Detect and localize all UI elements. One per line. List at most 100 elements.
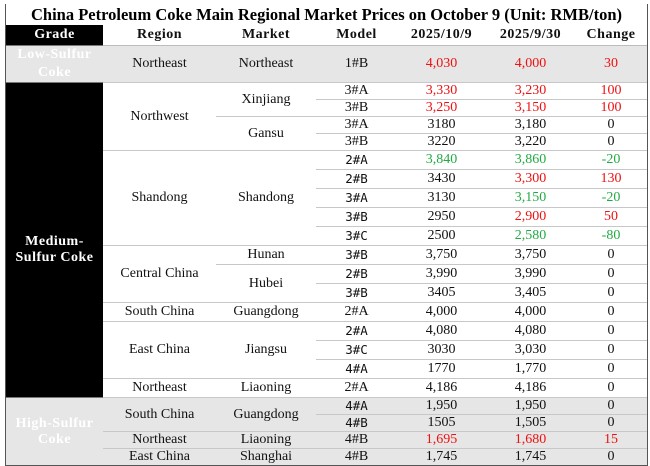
table-title: China Petroleum Coke Main Regional Marke…	[30, 5, 623, 24]
table-row: 2#B 3430 3,300 130	[6, 169, 647, 189]
price-now-cell: 3,990	[397, 264, 486, 284]
region-cell: South China	[103, 397, 216, 432]
price-prev-cell: 4,000	[486, 302, 575, 322]
price-now-cell: 3405	[397, 283, 486, 303]
table-row: Low-Sulfur Coke Northeast Northeast 1#B …	[6, 45, 647, 83]
table-row: 3#B 3,250 3,150 100	[6, 99, 647, 117]
header-change: Change	[586, 27, 636, 42]
model-cell: 4#B	[316, 414, 397, 432]
market-cell: Xinjiang	[216, 82, 316, 117]
change-cell: 0	[575, 448, 647, 465]
model-cell: 4#A	[316, 359, 397, 379]
price-now-cell: 4,000	[397, 302, 486, 322]
table-row: Central China Hunan 3#B 3,750 3,750 0	[6, 245, 647, 303]
price-now-cell: 2950	[397, 207, 486, 227]
region-cell: East China	[103, 448, 216, 465]
table-row: 3#B 3405 3,405 0	[6, 283, 647, 303]
change-cell: 0	[575, 378, 647, 398]
header-grade: Grade	[6, 25, 103, 46]
model-cell: 3#B	[316, 283, 397, 303]
change-cell: 0	[575, 340, 647, 360]
price-prev-cell: 3,405	[486, 283, 575, 303]
model-cell: 2#A	[316, 378, 397, 398]
market-cell: Shanghai	[216, 448, 316, 465]
header-region: Region	[137, 27, 182, 42]
table-row: Hubei 2#B 3,990 3,990 0	[6, 264, 647, 303]
price-now-cell: 1,695	[397, 431, 486, 449]
price-prev-cell: 1,505	[486, 414, 575, 432]
market-cell: Northeast	[216, 45, 316, 83]
table-row: 4#B 1505 1,505 0	[6, 414, 647, 432]
table-row: 3#C 3030 3,030 0	[6, 340, 647, 360]
price-prev-cell: 4,080	[486, 321, 575, 341]
region-cell: Northeast	[103, 45, 216, 83]
model-cell: 2#A	[316, 302, 397, 322]
price-prev-cell: 3,300	[486, 169, 575, 189]
region-cell: Central China	[103, 245, 216, 303]
change-cell: 15	[575, 431, 647, 449]
price-now-cell: 4,186	[397, 378, 486, 398]
price-now-cell: 1770	[397, 359, 486, 379]
change-cell: 0	[575, 116, 647, 134]
price-now-cell: 3220	[397, 133, 486, 151]
table-row: Northeast Liaoning 4#B 1,695 1,680 15	[6, 431, 647, 449]
price-prev-cell: 4,000	[486, 45, 575, 83]
price-now-cell: 1,745	[397, 448, 486, 465]
market-cell: Liaoning	[216, 378, 316, 398]
price-prev-cell: 3,030	[486, 340, 575, 360]
market-cell: Shandong	[216, 150, 316, 246]
market-cell: Hunan	[216, 245, 316, 265]
header-market: Market	[241, 27, 291, 42]
market-cell: Gansu	[216, 116, 316, 151]
price-prev-cell: 1,950	[486, 397, 575, 415]
price-now-cell: 3,330	[397, 82, 486, 100]
change-cell: 50	[575, 207, 647, 227]
price-now-cell: 3430	[397, 169, 486, 189]
price-table-container: China Petroleum Coke Main Regional Marke…	[5, 4, 648, 466]
price-now-cell: 1,950	[397, 397, 486, 415]
model-cell: 3#C	[316, 226, 397, 246]
model-cell: 4#B	[316, 448, 397, 465]
price-prev-cell: 3,150	[486, 99, 575, 117]
price-prev-cell: 3,180	[486, 116, 575, 134]
region-cell: East China	[103, 321, 216, 379]
change-cell: 0	[575, 264, 647, 284]
header-model: Model	[336, 27, 377, 42]
change-cell: 0	[575, 321, 647, 341]
change-cell: 130	[575, 169, 647, 189]
region-cell: Shandong	[103, 150, 216, 246]
model-cell: 3#B	[316, 99, 397, 117]
price-now-cell: 1505	[397, 414, 486, 432]
region-cell: South China	[103, 302, 216, 322]
table-row: East China Jiangsu 2#A 4,080 4,080 0	[6, 321, 647, 379]
market-cell: Hubei	[216, 264, 316, 303]
model-cell: 3#B	[316, 133, 397, 151]
price-now-cell: 3,250	[397, 99, 486, 117]
table-row: 3#C 2500 2,580 -80	[6, 226, 647, 246]
model-cell: 2#A	[316, 321, 397, 341]
price-prev-cell: 3,150	[486, 188, 575, 208]
change-cell: 0	[575, 397, 647, 415]
model-cell: 1#B	[316, 45, 397, 83]
price-now-cell: 4,080	[397, 321, 486, 341]
price-now-cell: 3130	[397, 188, 486, 208]
market-cell: Jiangsu	[216, 321, 316, 379]
model-cell: 4#B	[316, 431, 397, 449]
change-cell: 0	[575, 283, 647, 303]
table-row: Gansu 3#A 3180 3,180 0	[6, 116, 647, 151]
price-prev-cell: 3,220	[486, 133, 575, 151]
model-cell: 2#A	[316, 150, 397, 170]
market-cell: Guangdong	[216, 302, 316, 322]
change-cell: 100	[575, 99, 647, 117]
price-prev-cell: 4,186	[486, 378, 575, 398]
model-cell: 3#C	[316, 340, 397, 360]
model-cell: 3#B	[316, 245, 397, 265]
region-cell: Northeast	[103, 431, 216, 449]
price-now-cell: 4,030	[397, 45, 486, 83]
model-cell: 3#A	[316, 82, 397, 100]
table-row: Shandong Shandong 2#A 3,840 3,860 -20	[6, 150, 647, 246]
price-prev-cell: 2,580	[486, 226, 575, 246]
change-cell: -20	[575, 150, 647, 170]
price-prev-cell: 1,770	[486, 359, 575, 379]
model-cell: 2#B	[316, 169, 397, 189]
